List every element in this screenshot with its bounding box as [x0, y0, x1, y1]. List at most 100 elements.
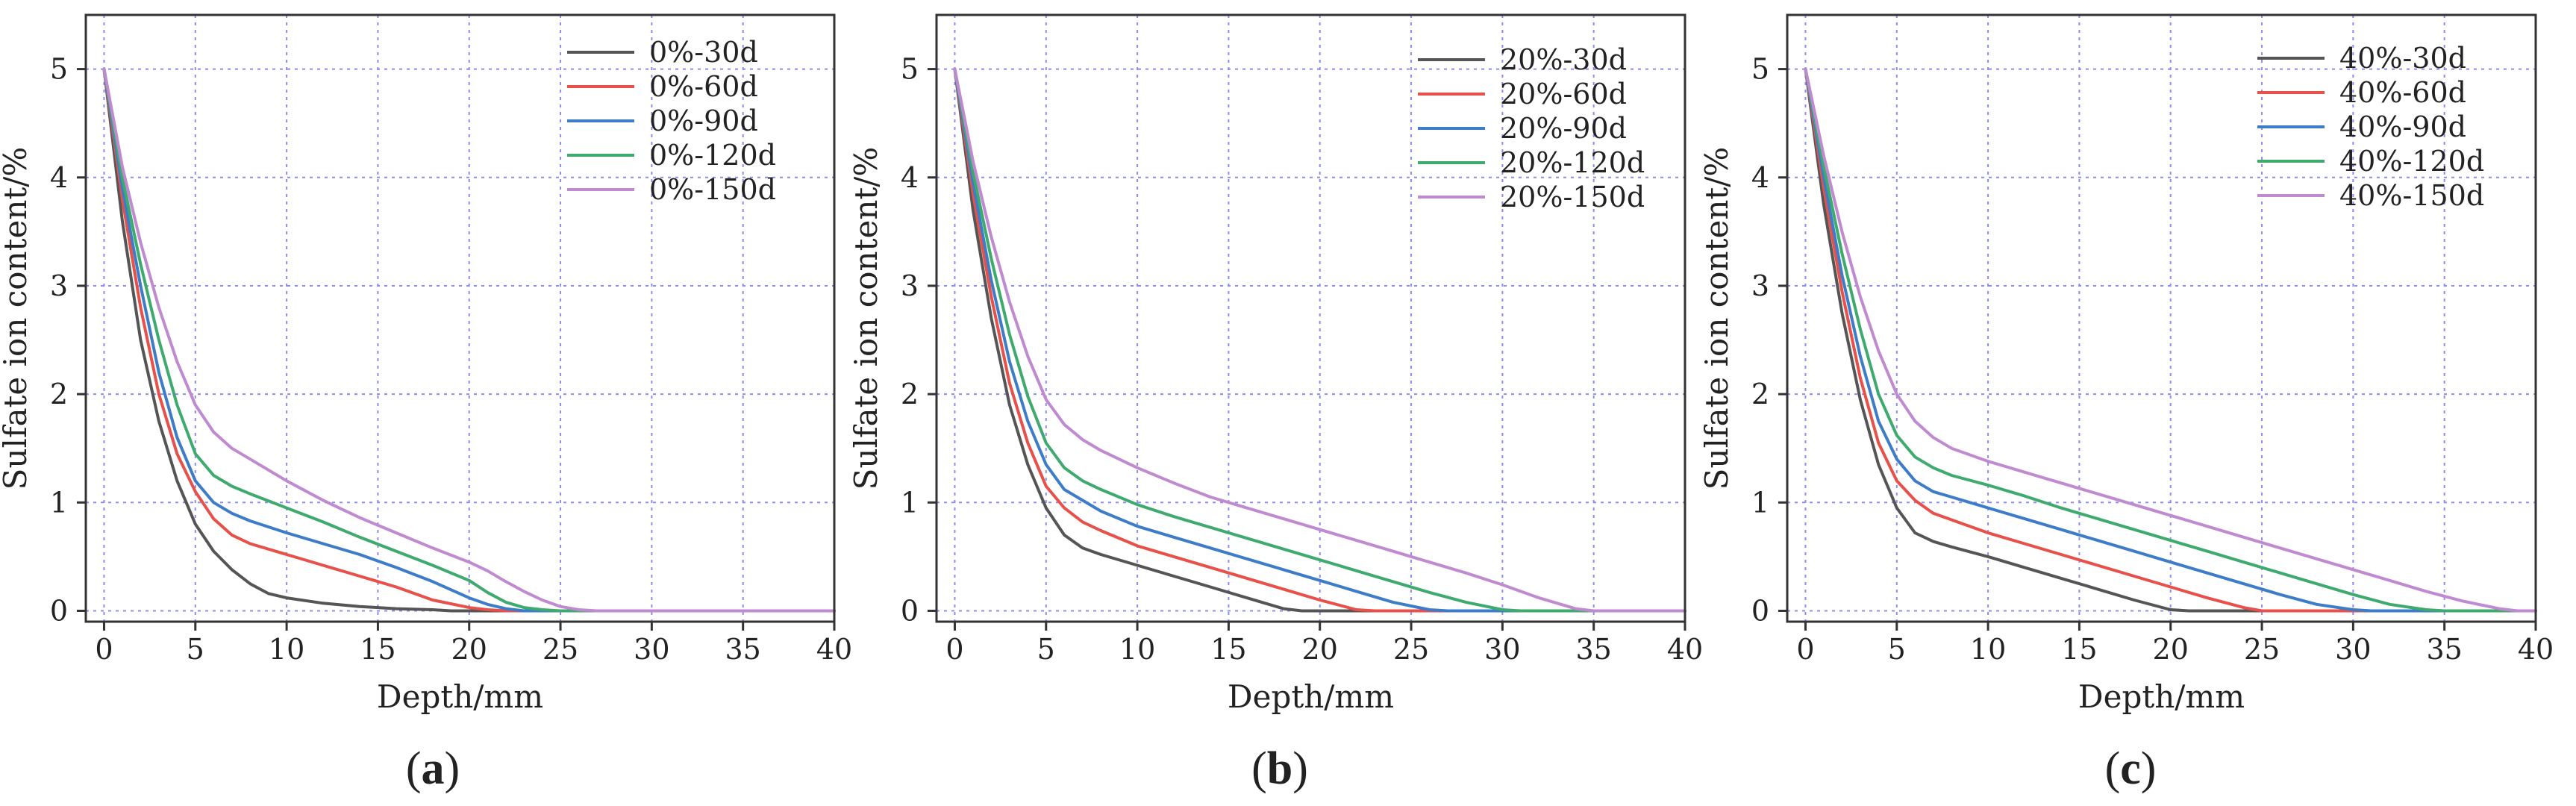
legend-label: 40%-90d [2339, 110, 2466, 143]
y-tick-label: 3 [1751, 269, 1769, 302]
x-tick-label: 10 [269, 633, 304, 666]
y-tick-label: 3 [50, 269, 68, 302]
x-tick-label: 5 [1037, 633, 1055, 666]
y-tick-label: 1 [901, 486, 919, 519]
legend-label: 0%-30d [649, 36, 758, 69]
series-line-20%-150d [953, 67, 1686, 613]
y-tick-label: 1 [50, 486, 68, 519]
legend-label: 0%-120d [649, 139, 776, 172]
y-tick-label: 4 [901, 161, 919, 194]
x-tick-label: 25 [2244, 633, 2280, 666]
series-line-0%-30d [102, 67, 836, 613]
x-tick-label: 15 [1210, 633, 1246, 666]
panel-label: (b) [1251, 743, 1308, 794]
legend-label: 20%-150d [1500, 181, 1645, 213]
x-axis-title: Depth/mm [2078, 678, 2245, 715]
legend-label: 40%-150d [2339, 179, 2484, 212]
series-line-0%-60d [102, 67, 836, 613]
x-tick-label: 0 [945, 633, 963, 666]
x-tick-label: 35 [1576, 633, 1612, 666]
x-tick-label: 0 [1796, 633, 1814, 666]
legend-label: 0%-60d [649, 70, 758, 103]
y-tick-label: 2 [50, 378, 68, 410]
x-tick-label: 25 [543, 633, 578, 666]
series-line-0%-150d [102, 67, 836, 613]
legend-label: 40%-30d [2339, 42, 2466, 75]
y-axis-title: Sulfate ion content/% [1698, 147, 1735, 490]
chart-panel-a: 0 5 10 15 20 25 30 35 40 0 1 2 3 4 5 Depth/mm Sulfate io… [0, 13, 852, 794]
x-tick-label: 10 [1119, 633, 1155, 666]
x-tick-label: 20 [2153, 633, 2189, 666]
y-tick-label: 5 [901, 53, 919, 86]
x-tick-label: 30 [2335, 633, 2371, 666]
x-tick-label: 5 [187, 633, 204, 666]
panel-label-letter: c [2120, 743, 2141, 794]
plot-frame [935, 13, 1686, 623]
x-tick-label: 10 [1970, 633, 2006, 666]
x-tick-label: 30 [634, 633, 669, 666]
plot-frame [84, 13, 836, 623]
plot-area [1787, 15, 2536, 622]
series-line-40%-90d [1804, 67, 2537, 613]
panel-label-open: ( [2105, 743, 2121, 794]
y-tick-label: 5 [50, 53, 68, 86]
y-tick-label: 1 [1751, 486, 1769, 519]
plot-area [937, 15, 1685, 622]
y-tick-label: 2 [901, 378, 919, 410]
y-tick-label: 2 [1751, 378, 1769, 410]
chart-panel-b: 0 5 10 15 20 25 30 35 40 0 1 2 3 4 5 Depth/mm Sulfate io… [848, 13, 1703, 794]
x-tick-label: 40 [1667, 633, 1703, 666]
x-tick-label: 20 [451, 633, 487, 666]
panel-label-close: ) [2141, 743, 2157, 794]
series-line-40%-30d [1804, 67, 2537, 613]
panel-label-close: ) [1292, 743, 1308, 794]
x-tick-label: 30 [1484, 633, 1520, 666]
series-line-40%-150d [1804, 67, 2537, 613]
plot-frame [1786, 13, 2537, 623]
x-tick-label: 15 [360, 633, 396, 666]
x-axis-title: Depth/mm [377, 678, 543, 715]
series-line-20%-30d [953, 67, 1686, 613]
x-tick-label: 40 [816, 633, 852, 666]
x-tick-label: 5 [1888, 633, 1906, 666]
y-tick-label: 3 [901, 269, 919, 302]
series-line-40%-120d [1804, 67, 2537, 613]
legend-label: 20%-90d [1500, 112, 1627, 145]
panel-label-open: ( [406, 743, 422, 794]
legend-label: 20%-60d [1500, 78, 1627, 110]
x-tick-label: 35 [2427, 633, 2463, 666]
y-tick-label: 4 [50, 161, 68, 194]
y-tick-label: 0 [50, 594, 68, 627]
series-line-20%-60d [953, 67, 1686, 613]
y-tick-label: 4 [1751, 161, 1769, 194]
y-axis-title: Sulfate ion content/% [0, 147, 34, 490]
series-line-40%-60d [1804, 67, 2537, 613]
panel-label-letter: b [1267, 743, 1292, 794]
legend-label: 40%-60d [2339, 76, 2466, 109]
panel-label: (c) [2105, 743, 2157, 794]
plot-area [86, 15, 834, 622]
x-tick-label: 40 [2518, 633, 2554, 666]
x-tick-label: 35 [725, 633, 761, 666]
y-tick-label: 5 [1751, 53, 1769, 86]
legend-label: 0%-90d [649, 104, 758, 137]
legend-label: 40%-120d [2339, 145, 2484, 178]
x-tick-label: 25 [1393, 633, 1429, 666]
chart-panel-c: 0 5 10 15 20 25 30 35 40 0 1 2 3 4 5 Depth/mm Sulfate io… [1698, 13, 2554, 794]
x-tick-label: 15 [2061, 633, 2097, 666]
legend-label: 0%-150d [649, 173, 776, 206]
x-axis-title: Depth/mm [1228, 678, 1394, 715]
series-line-20%-120d [953, 67, 1686, 613]
panel-label-letter: a [422, 743, 445, 794]
series-line-0%-120d [102, 67, 836, 613]
legend-label: 20%-120d [1500, 146, 1645, 179]
legend-label: 20%-30d [1500, 43, 1627, 76]
panel-label: (a) [406, 743, 460, 794]
panel-label-close: ) [445, 743, 460, 794]
panel-label-open: ( [1251, 743, 1267, 794]
series-line-20%-90d [953, 67, 1686, 613]
